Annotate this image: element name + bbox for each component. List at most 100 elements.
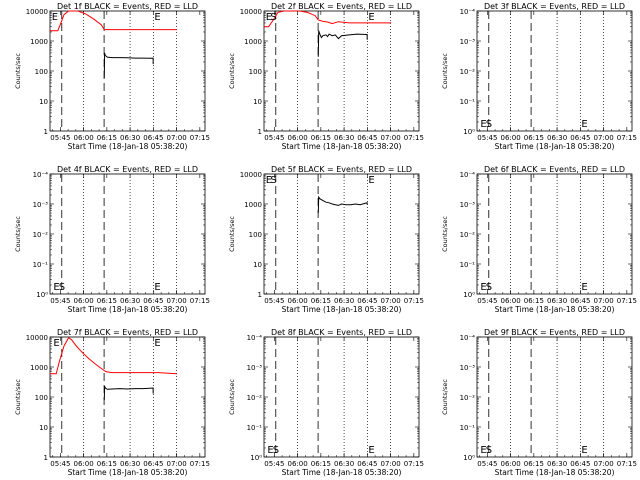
event-marker: E [368, 12, 374, 23]
panel-title: Det 2f BLACK = Events, RED = LLD [271, 2, 412, 11]
y-tick-label: 100 [35, 68, 48, 76]
panel-det-4: Det 4f BLACK = Events, RED = LLD 10⁰ 10⁻¹ 1… [14, 165, 210, 314]
event-marker: E [266, 175, 272, 186]
y-tick-label: 10⁻² [460, 394, 476, 402]
x-tick-label: 06:15 [524, 460, 544, 468]
x-axis-label: Start Time (18-Jan-18 05:38:20) [68, 142, 188, 151]
x-tick-label: 06:15 [97, 297, 117, 305]
x-tick-label: 05:45 [477, 134, 497, 142]
y-tick-label: 10⁻² [33, 231, 49, 239]
x-tick-label: 06:30 [120, 460, 140, 468]
x-tick-label: 07:00 [593, 297, 613, 305]
event-marker: E [368, 175, 374, 186]
event-marker: E [154, 12, 160, 23]
y-tick-label: 10⁻¹ [33, 261, 49, 269]
event-marker: E [581, 119, 587, 130]
x-tick-label: 06:15 [311, 297, 331, 305]
y-tick-label: 10⁻³ [247, 364, 263, 372]
x-tick-label: 06:30 [547, 297, 567, 305]
y-tick-label: 10⁻⁴ [460, 334, 476, 342]
event-marker: E [53, 282, 59, 293]
y-tick-label: 10⁻⁴ [247, 334, 263, 342]
x-tick-label: 05:45 [50, 297, 70, 305]
y-tick-label: 1 [44, 128, 48, 136]
event-marker: E [581, 282, 587, 293]
event-marker: E [368, 445, 374, 456]
panel-det-2: Det 2f BLACK = Events, RED = LLD 1 10 100 10… [228, 2, 424, 151]
x-tick-label: 07:15 [404, 134, 424, 142]
panel-det-7: Det 7f BLACK = Events, RED = LLD 1 10 100 10… [14, 328, 210, 477]
panel-title: Det 5f BLACK = Events, RED = LLD [271, 165, 412, 174]
x-tick-label: 06:00 [287, 460, 307, 468]
x-tick-label: 06:00 [500, 134, 520, 142]
event-marker: S [59, 282, 65, 293]
y-axis-label: Counts/sec [441, 216, 449, 252]
x-tick-label: 05:45 [264, 134, 284, 142]
x-axis-label: Start Time (18-Jan-18 05:38:20) [495, 305, 615, 314]
event-marker: S [273, 445, 279, 456]
panel-det-8: Det 8f BLACK = Events, RED = LLD 10⁰ 10⁻¹ 1… [228, 328, 424, 477]
x-tick-label: 07:15 [617, 297, 637, 305]
x-axis-label: Start Time (18-Jan-18 05:38:20) [68, 468, 188, 477]
y-tick-label: 1 [44, 454, 48, 462]
y-tick-label: 100 [249, 68, 262, 76]
y-tick-label: 10 [39, 424, 48, 432]
y-tick-label: 10⁻³ [33, 201, 49, 209]
event-marker: E [52, 12, 58, 23]
event-marker: E [480, 282, 486, 293]
x-tick-label: 07:00 [593, 134, 613, 142]
y-tick-label: 1000 [244, 38, 262, 46]
x-tick-label: 07:15 [617, 134, 637, 142]
panel-det-1: Det 1f BLACK = Events, RED = LLD 1 10 100 10… [14, 2, 210, 151]
series-line-events [103, 385, 154, 400]
panel-title: Det 7f BLACK = Events, RED = LLD [57, 328, 198, 337]
series-line-lld [264, 10, 392, 28]
y-tick-label: 10000 [240, 171, 262, 179]
series-line-events [317, 30, 368, 57]
y-tick-label: 1 [258, 128, 262, 136]
y-tick-label: 100 [35, 394, 48, 402]
panel-title: Det 3f BLACK = Events, RED = LLD [484, 2, 625, 11]
event-marker: E [154, 338, 160, 349]
x-axis-label: Start Time (18-Jan-18 05:38:20) [282, 468, 402, 477]
y-axis-label: Counts/sec [441, 53, 449, 89]
x-tick-label: 07:00 [166, 460, 186, 468]
x-tick-label: 07:15 [404, 460, 424, 468]
y-tick-label: 10⁻¹ [460, 98, 476, 106]
y-tick-label: 10⁻⁴ [460, 171, 476, 179]
panel-det-3: Det 3f BLACK = Events, RED = LLD 10⁰ 10⁻¹ 1… [441, 2, 637, 151]
x-tick-label: 06:00 [73, 460, 93, 468]
panel-title: Det 9f BLACK = Events, RED = LLD [484, 328, 625, 337]
y-tick-label: 10⁰ [463, 128, 475, 136]
panel-det-5: Det 5f BLACK = Events, RED = LLD 1 10 100 10… [228, 165, 424, 314]
panel-title: Det 4f BLACK = Events, RED = LLD [57, 165, 198, 174]
y-tick-label: 10⁻⁴ [33, 171, 49, 179]
x-tick-label: 06:00 [73, 297, 93, 305]
y-tick-label: 10 [39, 98, 48, 106]
x-tick-label: 06:45 [570, 134, 590, 142]
y-tick-label: 10000 [26, 334, 48, 342]
x-tick-label: 07:15 [190, 460, 210, 468]
x-tick-label: 06:45 [357, 297, 377, 305]
x-tick-label: 06:45 [570, 460, 590, 468]
x-tick-label: 06:45 [357, 134, 377, 142]
series-line-events [317, 195, 368, 214]
y-tick-label: 10000 [26, 8, 48, 16]
x-tick-label: 05:45 [264, 297, 284, 305]
x-tick-label: 05:45 [477, 460, 497, 468]
x-tick-label: 07:00 [380, 134, 400, 142]
y-tick-label: 100 [249, 231, 262, 239]
event-marker: S [486, 445, 492, 456]
x-tick-label: 06:45 [357, 460, 377, 468]
x-tick-label: 07:00 [380, 297, 400, 305]
x-tick-label: 06:30 [547, 460, 567, 468]
y-tick-label: 10⁻⁴ [460, 8, 476, 16]
y-axis-label: Counts/sec [228, 53, 236, 89]
y-tick-label: 1 [258, 291, 262, 299]
x-axis-label: Start Time (18-Jan-18 05:38:20) [495, 468, 615, 477]
panel-title: Det 6f BLACK = Events, RED = LLD [484, 165, 625, 174]
x-tick-label: 06:45 [143, 460, 163, 468]
x-tick-label: 06:30 [120, 297, 140, 305]
x-tick-label: 06:45 [143, 134, 163, 142]
